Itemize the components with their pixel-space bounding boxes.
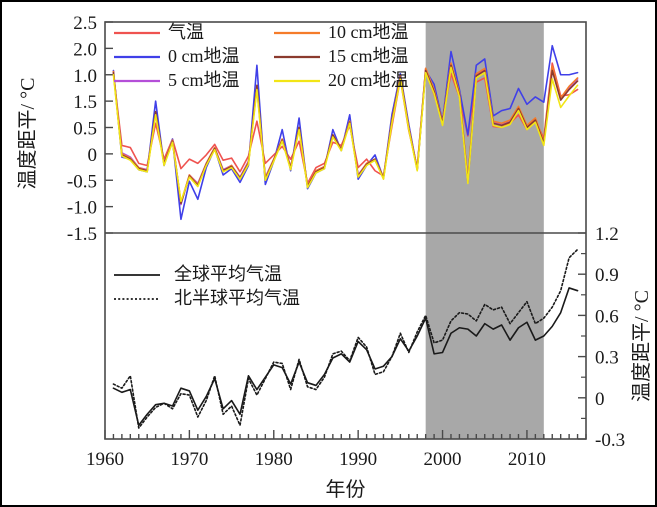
x-tick-label: 2000 <box>424 449 462 470</box>
x-axis-title: 年份 <box>326 478 366 501</box>
legend-label: 20 cm地温 <box>328 70 409 90</box>
legend-label: 全球平均气温 <box>174 264 282 284</box>
x-tick-label: 1990 <box>339 449 377 470</box>
series-lines <box>112 44 579 429</box>
x-tick-label: 1970 <box>170 449 208 470</box>
legend-label: 气温 <box>168 22 204 42</box>
y-left-tick-label: 0.5 <box>73 119 97 140</box>
series-line-lower-1 <box>112 248 579 429</box>
y-left-axis-title: 温度距平/ °C <box>16 78 39 190</box>
legend-label: 15 cm地温 <box>328 46 409 66</box>
shaded-bands <box>425 22 544 439</box>
y-right-tick-label: 0.9 <box>595 265 619 286</box>
y-right-tick-label: 0 <box>595 389 605 410</box>
y-left-tick-label: 1.0 <box>73 66 97 87</box>
y-left-tick-label: 1.5 <box>73 92 97 113</box>
y-left-tick-label: 2.5 <box>73 13 97 34</box>
y-right-tick-label: -0.3 <box>595 430 625 451</box>
plot-border <box>104 21 587 440</box>
series-line-lower-0 <box>112 287 579 427</box>
y-right-axis-title: 温度距平/ °C <box>630 290 653 402</box>
x-tick-label: 1980 <box>255 449 293 470</box>
legend-label: 10 cm地温 <box>328 22 409 42</box>
y-left-tick-label: -1.5 <box>67 224 97 245</box>
shaded-band <box>425 233 544 439</box>
x-tick-label: 2010 <box>508 449 546 470</box>
x-tick-label: 1960 <box>86 449 124 470</box>
y-left-tick-label: 0 <box>88 145 98 166</box>
legend-label: 北半球平均气温 <box>174 288 300 308</box>
upper-legend: 气温 0 cm地温 5 cm地温 10 cm地温 15 cm地温 20 cm地温 <box>114 22 409 90</box>
tick-labels: 1960 1970 1980 1990 2000 2010 2.5 2.0 1.0 1.5 0.5 0… <box>67 13 625 470</box>
axis-ticks <box>104 21 587 440</box>
axis-titles: 年份 温度距平/ °C 温度距平/ °C <box>16 78 653 501</box>
y-right-tick-label: 0.3 <box>595 348 619 369</box>
y-left-tick-label: -0.5 <box>67 171 97 192</box>
shaded-band <box>425 22 544 233</box>
y-left-tick-label: 2.0 <box>73 39 97 60</box>
legend-label: 0 cm地温 <box>168 46 240 66</box>
y-right-tick-label: 1.2 <box>595 224 619 245</box>
y-right-tick-label: 0.6 <box>595 306 619 327</box>
plot-frame <box>104 21 587 440</box>
legend-label: 5 cm地温 <box>168 70 240 90</box>
y-left-tick-label: -1.0 <box>67 198 97 219</box>
series-line-upper-5 <box>112 66 579 203</box>
